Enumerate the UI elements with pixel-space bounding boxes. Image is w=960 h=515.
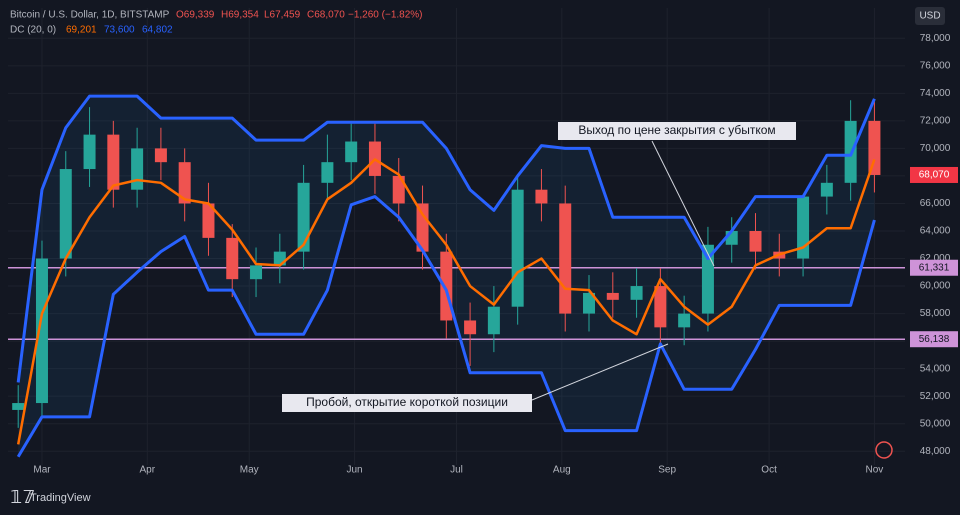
indicator: DC (20, 0) (10, 25, 56, 36)
ohlc-open: O69,339 (176, 10, 215, 21)
price-tag-label: 61,331 (919, 262, 950, 273)
candle-body (250, 265, 263, 280)
candle-body (868, 120, 881, 175)
ohlc-close: C68,070 (307, 10, 345, 21)
candle-body (226, 237, 239, 280)
y-tick-label: 66,000 (920, 198, 951, 209)
y-tick-label: 72,000 (920, 116, 951, 127)
candle-body (59, 169, 72, 259)
x-tick-label: Apr (140, 465, 156, 476)
price-tag-label: 56,138 (919, 334, 950, 345)
price-tag (910, 259, 958, 276)
indicator-upper: 73,600 (104, 25, 135, 36)
x-tick-label: Nov (866, 465, 884, 476)
candle-body (416, 203, 429, 252)
x-tick-label: Jul (450, 465, 463, 476)
y-tick-label: 76,000 (920, 60, 951, 71)
candle-body (749, 230, 762, 252)
candle-body (154, 148, 167, 163)
annotation-box (558, 122, 796, 140)
candle-body (583, 292, 596, 314)
currency-button[interactable] (915, 7, 945, 25)
y-tick-label: 54,000 (920, 363, 951, 374)
symbol: Bitcoin / U.S. Dollar, 1D, BITSTAMP (10, 10, 170, 21)
candle-body (511, 189, 524, 307)
annotation-box (282, 394, 532, 412)
event-icon[interactable] (875, 441, 893, 459)
y-tick-label: 64,000 (920, 226, 951, 237)
x-tick-label: Sep (658, 465, 676, 476)
indicator-lower: 64,802 (142, 25, 173, 36)
candle-body (820, 182, 833, 197)
x-tick-label: Mar (33, 465, 51, 476)
y-tick-label: 74,000 (920, 88, 951, 99)
candle-body (678, 313, 691, 328)
candle-body (701, 244, 714, 314)
x-tick-label: Jun (347, 465, 363, 476)
annotation-arrow (531, 343, 669, 401)
candle-body (559, 203, 572, 314)
y-tick-label: 52,000 (920, 391, 951, 402)
y-tick-label: 70,000 (920, 143, 951, 154)
change: −1,260 (−1.82%) (348, 10, 423, 21)
annotation-arrow (651, 140, 715, 267)
candle-body (654, 286, 667, 328)
plot: 48,00050,00052,00054,00056,00058,00060,0… (8, 8, 951, 476)
channel-line (16, 195, 876, 458)
candle-body (178, 162, 191, 204)
price-tag (910, 166, 958, 183)
candle-body (797, 196, 810, 259)
brand: TradingView (30, 492, 91, 504)
annotation: Пробой, открытие короткой позиции (306, 395, 508, 409)
annotation: Выход по цене закрытия с убытком (578, 123, 775, 137)
y-tick-label: 58,000 (920, 308, 951, 319)
x-tick-label: Oct (761, 465, 777, 476)
candle-body (12, 403, 25, 410)
ohlc-high: H69,354 (221, 10, 259, 21)
y-tick-label: 62,000 (920, 253, 951, 264)
candle-body (83, 134, 96, 170)
candle-body (35, 258, 48, 404)
y-tick-label: 60,000 (920, 281, 951, 292)
candle-body (345, 141, 358, 163)
candle-body (297, 182, 310, 252)
logo-mark: 𝟙𝟟 (10, 487, 35, 507)
y-tick-label: 48,000 (920, 446, 951, 457)
candle-body (535, 189, 548, 204)
ohlc-low: L67,459 (264, 10, 301, 21)
candle-body (487, 306, 500, 335)
y-tick-label: 78,000 (920, 33, 951, 44)
candle-body (392, 175, 405, 204)
x-tick-label: Aug (553, 465, 571, 476)
price-tag (910, 331, 958, 348)
candle-body (202, 203, 215, 238)
candle-body (464, 320, 477, 335)
x-tick-label: May (240, 465, 259, 476)
candle-body (630, 286, 643, 300)
y-tick-label: 50,000 (920, 418, 951, 429)
candle-body (321, 162, 334, 183)
currency[interactable]: USD (919, 11, 940, 22)
channel-line (16, 158, 876, 445)
price-tag-label: 68,070 (919, 170, 950, 181)
channel-line (16, 94, 876, 383)
candle-body (131, 148, 144, 190)
candle-body (606, 292, 619, 300)
candle-body (107, 134, 120, 190)
indicator-mid: 69,201 (66, 25, 97, 36)
